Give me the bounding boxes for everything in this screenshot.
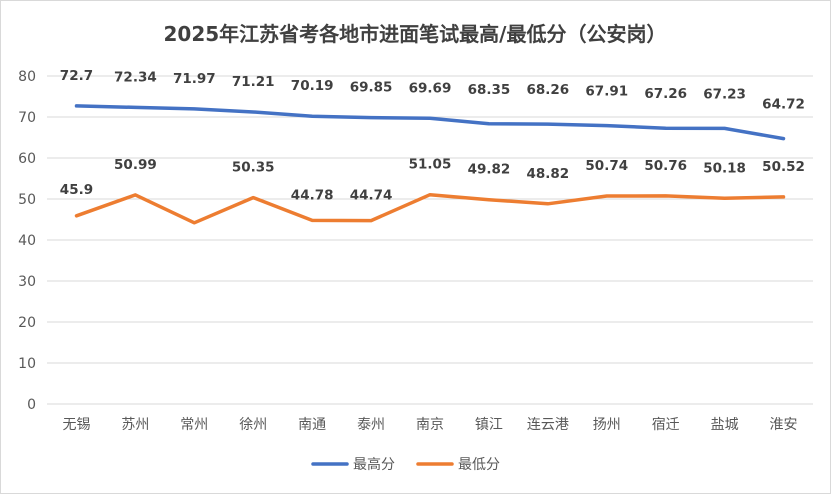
data-label: 72.7 — [60, 68, 93, 84]
chart-title: 2025年江苏省考各地市进面笔试最高/最低分（公安岗） — [164, 22, 667, 46]
series-lines — [74, 104, 786, 225]
data-label: 71.97 — [173, 71, 216, 87]
x-category-label: 南京 — [416, 417, 444, 433]
data-label: 67.26 — [644, 86, 687, 102]
data-label: 49.82 — [468, 162, 511, 178]
y-tick-label: 50 — [18, 192, 36, 208]
x-axis-categories: 无锡 苏州 常州 徐州 南通 泰州 南京 镇江 连云港 扬州 宿迁 盐城 淮安 — [62, 416, 797, 433]
data-label: 44.78 — [291, 187, 334, 203]
data-label: 67.91 — [585, 84, 628, 100]
data-label: 50.76 — [644, 158, 687, 174]
y-tick-label: 0 — [27, 397, 36, 413]
x-category-label: 连云港 — [527, 417, 569, 433]
data-label: 48.82 — [526, 166, 569, 182]
y-axis-ticks: 0 10 20 30 40 50 60 70 80 — [18, 69, 36, 413]
x-category-label: 宿迁 — [652, 416, 680, 433]
x-category-label: 常州 — [180, 417, 208, 433]
series-line-1 — [74, 192, 786, 225]
data-label: 67.23 — [703, 86, 746, 102]
y-tick-label: 60 — [18, 151, 36, 167]
data-label: 71.21 — [232, 74, 275, 90]
y-tick-label: 40 — [18, 233, 36, 249]
data-label: 70.19 — [291, 78, 334, 94]
gridlines — [47, 75, 813, 405]
legend-label: 最高分 — [353, 456, 395, 473]
data-label: 50.18 — [703, 160, 746, 176]
x-category-label: 泰州 — [357, 417, 385, 433]
data-label: 45.9 — [60, 182, 93, 198]
data-label: 64.72 — [762, 97, 805, 113]
data-labels: 72.7 72.34 71.97 71.21 70.19 69.85 69.69 68.35 6… — [60, 68, 805, 204]
data-label: 50.52 — [762, 159, 805, 175]
x-category-label: 无锡 — [62, 417, 90, 433]
data-label: 72.34 — [114, 69, 157, 85]
x-category-label: 淮安 — [770, 417, 798, 433]
x-category-label: 镇江 — [475, 417, 503, 433]
y-tick-label: 10 — [18, 356, 36, 372]
data-label: 68.26 — [526, 82, 569, 98]
x-category-label: 盐城 — [711, 417, 739, 433]
legend-label: 最低分 — [458, 457, 500, 473]
data-label: 50.74 — [585, 158, 628, 174]
data-label: 68.35 — [468, 82, 511, 98]
data-label: 69.85 — [350, 80, 393, 96]
data-label: 50.99 — [114, 157, 157, 173]
data-label: 44.74 — [350, 188, 393, 204]
y-tick-label: 20 — [18, 315, 36, 331]
y-tick-label: 30 — [18, 274, 36, 290]
y-tick-label: 80 — [18, 69, 36, 85]
x-category-label: 南通 — [298, 417, 326, 433]
x-category-label: 徐州 — [239, 417, 267, 433]
x-category-label: 扬州 — [593, 417, 621, 433]
y-tick-label: 70 — [18, 110, 36, 126]
data-label: 50.35 — [232, 160, 275, 176]
data-label: 69.69 — [409, 80, 452, 96]
series-line-0 — [74, 104, 786, 141]
data-label: 51.05 — [409, 157, 452, 173]
legend: 最高分 最低分 — [311, 456, 500, 473]
x-category-label: 苏州 — [121, 417, 149, 433]
